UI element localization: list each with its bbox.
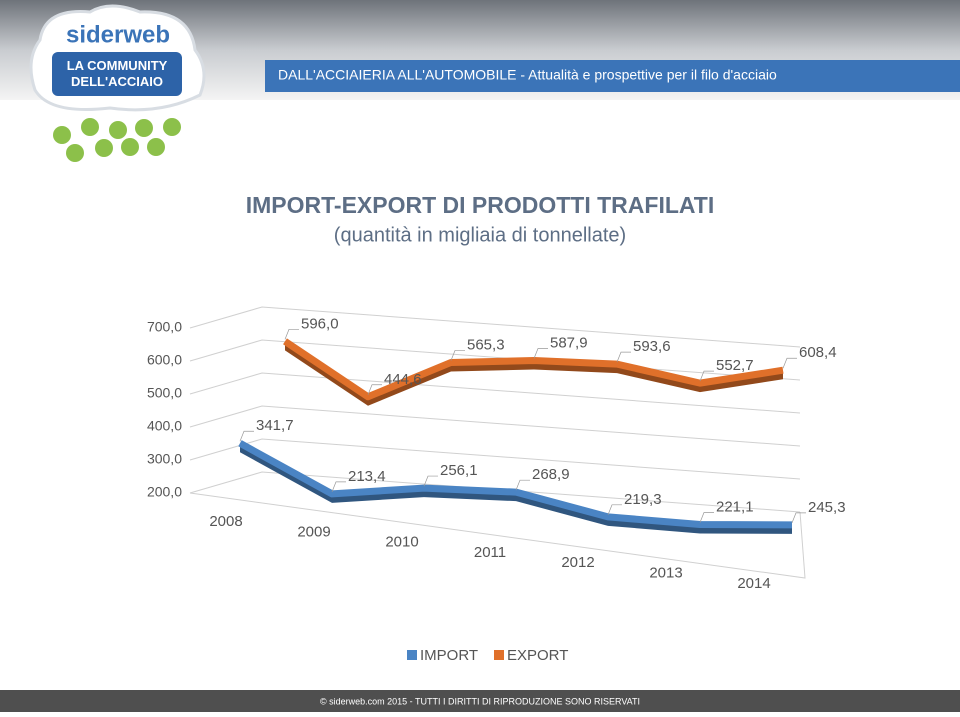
footer: © siderweb.com 2015 - TUTTI I DIRITTI DI… — [320, 696, 640, 706]
leader-line — [239, 430, 254, 442]
value-label: 221,1 — [716, 499, 754, 516]
footer-bar — [0, 690, 960, 712]
grid-line — [189, 372, 801, 414]
x-tick-label: 2013 — [649, 564, 682, 581]
value-label: 593,6 — [633, 338, 671, 355]
x-tick-label: 2008 — [209, 513, 242, 530]
plot: 200,0 300,0 400,0 500,0 600,0 700,0 2008 2009 20… — [147, 306, 846, 664]
logo-tagline-box: LA COMMUNITY DELL'ACCIAIO — [66, 58, 168, 89]
value-label: 219,3 — [624, 491, 662, 508]
leader-line — [616, 351, 631, 363]
leader-line — [699, 370, 714, 382]
ribbon-side — [285, 343, 783, 406]
y-tick-label: 700,0 — [147, 319, 182, 335]
value-label: 245,3 — [808, 499, 846, 516]
x-tick-label: 2009 — [297, 523, 330, 540]
leader-line — [791, 512, 806, 523]
line — [238, 440, 793, 529]
value-label: 213,4 — [348, 468, 386, 485]
value-label: 596,0 — [301, 315, 339, 332]
chart-title: IMPORT-EXPORT DI PRODOTTI TRAFILATI — [246, 192, 715, 218]
value-label: 587,9 — [550, 334, 588, 351]
y-tick-label: 200,0 — [147, 484, 182, 500]
y-tick-label: 400,0 — [147, 418, 182, 434]
value-label: 444,6 — [384, 371, 422, 388]
value-label: 256,1 — [440, 462, 478, 479]
grid-line — [189, 405, 801, 447]
leader-line — [699, 512, 714, 523]
leader-line — [607, 504, 622, 515]
line — [283, 338, 784, 401]
leader-line — [367, 384, 382, 395]
floor — [189, 492, 806, 579]
legend-swatch — [494, 650, 504, 660]
grid-line — [189, 306, 801, 348]
x-tick-label: 2014 — [737, 575, 770, 592]
y-tick-label: 300,0 — [147, 451, 182, 467]
icons — [53, 118, 181, 162]
legend-label: IMPORT — [420, 647, 478, 664]
leader-line — [533, 348, 548, 359]
logo: siderweb — [66, 21, 170, 48]
value-label: 552,7 — [716, 357, 754, 374]
grid-line — [189, 438, 801, 480]
leader-line — [515, 479, 530, 491]
y-tick-label: 500,0 — [147, 385, 182, 401]
leader-line — [284, 328, 299, 340]
leader-line — [450, 350, 465, 361]
leader-line — [331, 481, 346, 493]
logo-box — [52, 52, 182, 96]
banner — [265, 60, 960, 92]
value-label: 341,7 — [256, 417, 294, 434]
leader-line — [782, 357, 797, 369]
value-label: 268,9 — [532, 466, 570, 483]
x-tick-label: 2011 — [474, 544, 506, 561]
legend-swatch — [407, 650, 417, 660]
chart-subtitle: (quantità in migliaia di tonnellate) — [334, 224, 626, 246]
grid-line — [189, 471, 801, 513]
logo-tagline: LA COMMUNITY DELL'ACCIAIO — [66, 58, 168, 89]
leader-line — [423, 475, 438, 487]
x-tick-label: 2010 — [385, 534, 418, 551]
value-label: 608,4 — [799, 344, 837, 361]
value-label: 565,3 — [467, 336, 505, 353]
legend-label: EXPORT — [507, 647, 568, 664]
x-tick-label: 2012 — [561, 554, 594, 571]
banner-text: DALL'ACCIAIERIA ALL'AUTOMOBILE - Attuali… — [278, 67, 777, 83]
y-tick-label: 600,0 — [147, 352, 182, 368]
